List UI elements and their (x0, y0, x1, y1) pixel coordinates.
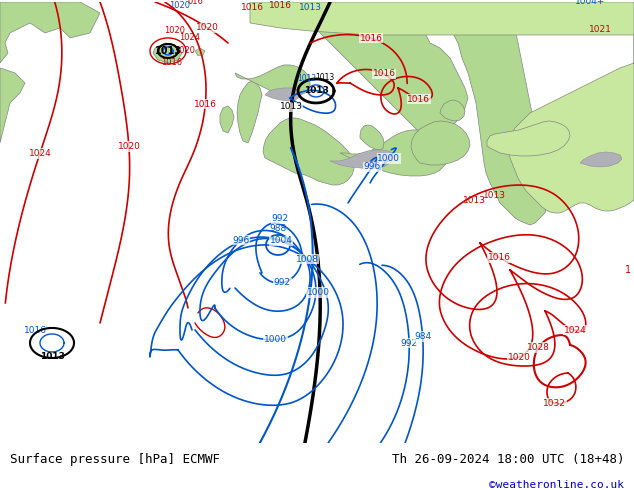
Text: 1016: 1016 (162, 58, 183, 67)
Text: 1004+: 1004+ (575, 0, 605, 6)
Text: ©weatheronline.co.uk: ©weatheronline.co.uk (489, 480, 624, 490)
Polygon shape (290, 2, 468, 143)
Polygon shape (440, 100, 465, 121)
Text: 1021: 1021 (588, 25, 611, 34)
Text: 1024: 1024 (564, 326, 586, 335)
Polygon shape (265, 88, 302, 101)
Text: 1028: 1028 (527, 343, 550, 352)
Text: 1013: 1013 (315, 73, 335, 82)
Text: 1013: 1013 (462, 196, 486, 205)
Text: 1016: 1016 (194, 99, 217, 109)
Text: 1013: 1013 (280, 102, 302, 111)
Polygon shape (487, 121, 570, 156)
Text: 1016: 1016 (23, 326, 46, 335)
Text: 1024: 1024 (29, 149, 51, 158)
Text: 992: 992 (274, 278, 291, 287)
Text: 1020: 1020 (174, 46, 195, 55)
Polygon shape (580, 152, 622, 167)
Text: 1020: 1020 (164, 26, 186, 35)
Polygon shape (263, 118, 354, 185)
Polygon shape (340, 130, 449, 176)
Polygon shape (235, 65, 310, 97)
Text: 1016: 1016 (373, 70, 396, 78)
Text: Surface pressure [hPa] ECMWF: Surface pressure [hPa] ECMWF (10, 453, 219, 466)
Text: 1016: 1016 (359, 34, 383, 43)
Text: 1020: 1020 (169, 1, 190, 10)
Polygon shape (153, 43, 182, 63)
Polygon shape (220, 106, 234, 133)
Polygon shape (0, 2, 100, 63)
Text: 992: 992 (271, 214, 288, 223)
Text: 1008: 1008 (295, 254, 319, 264)
Text: 1020: 1020 (197, 24, 219, 32)
Text: 1032: 1032 (543, 399, 566, 408)
Text: 1004: 1004 (269, 236, 292, 245)
Polygon shape (360, 125, 384, 150)
Polygon shape (195, 48, 205, 56)
Text: 016: 016 (187, 0, 203, 6)
Text: 1000: 1000 (377, 154, 400, 163)
Polygon shape (430, 2, 548, 225)
Text: Th 26-09-2024 18:00 UTC (18+48): Th 26-09-2024 18:00 UTC (18+48) (392, 453, 624, 466)
Text: 996: 996 (364, 162, 381, 171)
Text: 1020: 1020 (508, 352, 531, 362)
Text: 1016: 1016 (269, 1, 292, 10)
Text: 1020: 1020 (117, 142, 140, 151)
Text: 1013: 1013 (304, 86, 328, 96)
Text: 992: 992 (401, 339, 418, 347)
Text: 984: 984 (414, 332, 431, 341)
Text: 1: 1 (625, 265, 631, 275)
Text: 996: 996 (232, 236, 249, 245)
Text: 1013: 1013 (39, 352, 65, 361)
Text: 988: 988 (269, 224, 287, 233)
Text: 1013: 1013 (482, 191, 505, 200)
Text: 1016: 1016 (407, 95, 430, 103)
Text: 1000: 1000 (264, 335, 287, 344)
Text: 1016: 1016 (240, 3, 264, 12)
Text: 1000: 1000 (306, 288, 330, 297)
Polygon shape (411, 121, 470, 165)
Text: 1012: 1012 (297, 74, 316, 83)
Polygon shape (0, 68, 25, 143)
Text: 1016: 1016 (488, 253, 511, 262)
Text: 1013: 1013 (299, 3, 321, 12)
Text: 1024: 1024 (179, 33, 200, 42)
Polygon shape (508, 2, 634, 213)
Polygon shape (330, 150, 395, 169)
Polygon shape (250, 2, 634, 35)
Polygon shape (237, 81, 262, 143)
Text: 1013: 1013 (155, 46, 181, 56)
